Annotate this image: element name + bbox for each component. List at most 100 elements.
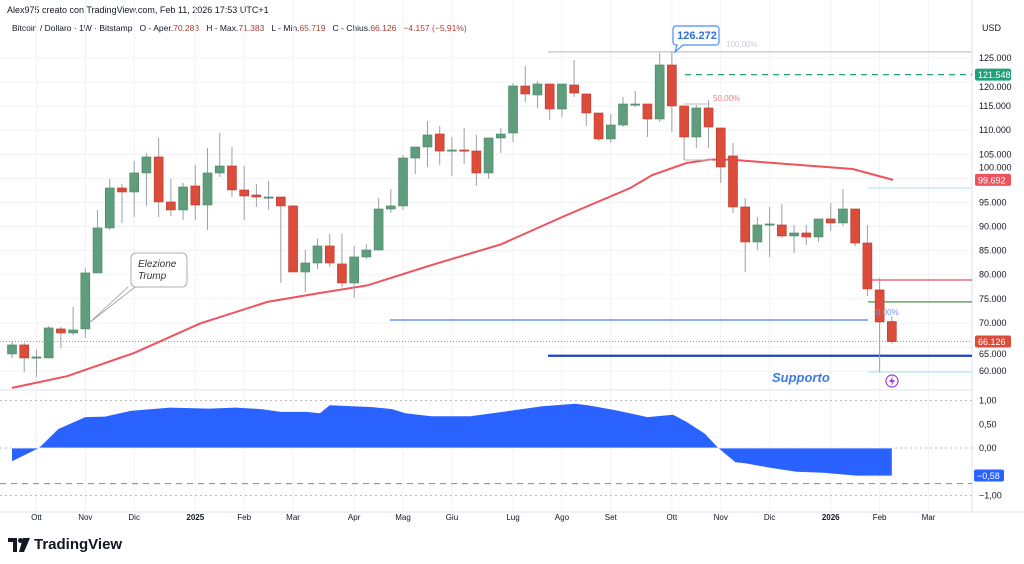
candle (654, 52, 665, 123)
candle (471, 134, 482, 186)
candle (618, 97, 628, 127)
candle-body (532, 83, 543, 96)
price-tick-label: 100.000 (979, 162, 1012, 172)
candle (361, 243, 372, 259)
candle (80, 267, 91, 338)
price-tag (975, 173, 1011, 186)
election-note[interactable]: Elezione Trump (88, 252, 188, 324)
month-label: Giu (446, 513, 458, 522)
high-value: 71.383 (238, 23, 265, 33)
candle (789, 224, 799, 253)
time-axis[interactable]: Ott Nov Dic 2025 Feb Mar Apr Mag Giu Lug Ago Set Ott… (31, 513, 936, 522)
oscillator-area (12, 403, 892, 476)
candle-body (288, 205, 298, 273)
candle (850, 208, 860, 246)
symbol-name[interactable]: Bitcoin / Dollaro · 1W · Bitstamp (12, 23, 133, 33)
candle (691, 105, 702, 148)
candle-body (239, 189, 249, 197)
candle (728, 143, 738, 213)
month-label: Ott (667, 513, 678, 522)
candle (263, 180, 274, 210)
month-label: Ago (555, 513, 570, 522)
currency-label: USD (982, 23, 1002, 33)
candle-body (874, 289, 885, 323)
price-tick-label: 125.000 (979, 53, 1012, 63)
candle-body (483, 137, 494, 174)
candle (202, 147, 213, 230)
candle (422, 120, 433, 167)
candle-body (740, 206, 751, 243)
candle (752, 216, 763, 250)
candle-body (227, 165, 237, 191)
price-tick-label: 120.000 (979, 82, 1012, 92)
candle (557, 83, 567, 117)
month-label: Lug (506, 513, 519, 522)
candle-body (104, 187, 115, 229)
candle (239, 165, 249, 220)
tradingview-logo[interactable]: TradingView (8, 536, 122, 553)
candle (581, 93, 592, 127)
candle-body (764, 223, 775, 226)
candle-body (667, 64, 677, 107)
candle-body (642, 103, 653, 120)
candle-body (19, 344, 30, 359)
month-label: Mar (286, 513, 300, 522)
brand-name: TradingView (34, 536, 123, 553)
candle-body (605, 124, 616, 140)
price-tag-label: 99.692 (978, 175, 1006, 185)
month-label: Ott (31, 513, 42, 522)
price-tag (975, 335, 1011, 348)
candle-body (324, 245, 335, 264)
price-tick-label: 70.000 (979, 318, 1007, 328)
candle (544, 83, 555, 120)
price-tick-label: 105.000 (979, 149, 1012, 159)
month-label: Nov (78, 513, 92, 522)
lightning-icon[interactable] (885, 374, 899, 388)
month-label: Mag (395, 513, 411, 522)
candle (153, 137, 164, 217)
high-label: H - Max. (206, 23, 239, 33)
month-label: Set (605, 513, 618, 522)
price-axis[interactable]: USD 125.000 120.000 115.000 110.000 105.000 10… (974, 23, 1012, 501)
price-tick-label: 65.000 (979, 349, 1007, 359)
candle-body (703, 107, 714, 128)
candle-body (166, 201, 176, 211)
candle-body (349, 256, 359, 284)
candle (740, 197, 751, 272)
candle-body (715, 127, 726, 168)
candle (703, 99, 714, 148)
candle-body (141, 156, 152, 174)
candle-body (581, 93, 592, 114)
candle (386, 188, 396, 213)
price-tick-label: 110.000 (979, 125, 1011, 135)
candle (300, 249, 311, 292)
price-tag-label: 121.548 (978, 70, 1011, 80)
candle-body (838, 208, 848, 224)
candle (801, 224, 812, 245)
candle (593, 112, 604, 141)
candle-body (801, 232, 812, 238)
candle-body (789, 232, 799, 237)
candle-body (887, 321, 897, 342)
candle-body (31, 356, 42, 359)
candle-body (728, 155, 738, 208)
osc-tick-label: 0,50 (979, 419, 997, 429)
osc-tick-label: 0,00 (979, 443, 997, 453)
ath-callout[interactable]: 126.272 (672, 25, 720, 54)
election-note-line2: Trump (138, 271, 167, 282)
open-value: 70.283 (173, 23, 200, 33)
candle (19, 342, 30, 372)
month-label: Nov (714, 513, 728, 522)
osc-tick-label: 1,00 (979, 396, 997, 406)
candle-body (679, 105, 689, 138)
price-chart[interactable]: USD 125.000 120.000 115.000 110.000 105.000 10… (0, 0, 1024, 530)
candle (532, 80, 543, 108)
low-value: 65.719 (299, 23, 326, 33)
fib-50-label: 50,00% (713, 94, 740, 103)
candle-body (117, 187, 127, 193)
candle-body (422, 134, 433, 148)
tradingview-logo-icon (8, 537, 30, 552)
fib-0-label: 0,00% (876, 308, 899, 317)
candle-body (337, 263, 347, 284)
candle-body (459, 149, 469, 152)
